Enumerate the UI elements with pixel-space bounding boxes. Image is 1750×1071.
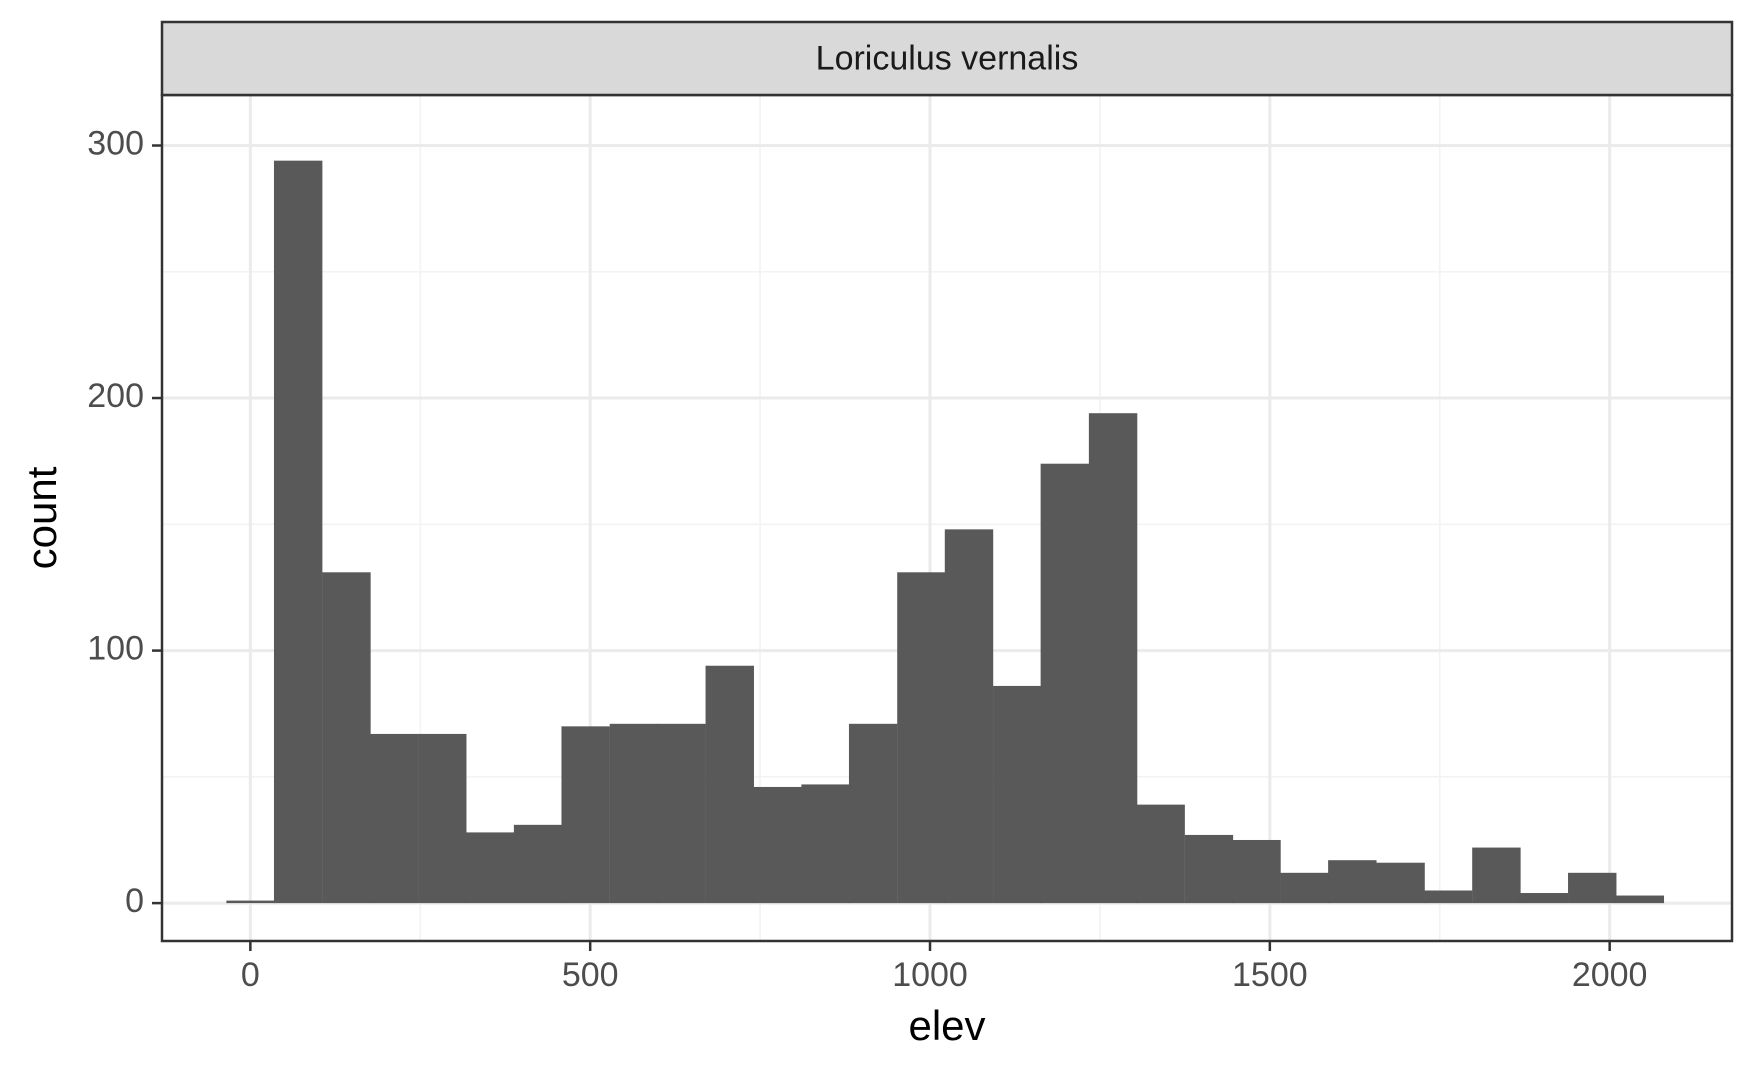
histogram-bars (226, 160, 1665, 904)
facet-strip-background (160, 20, 1734, 97)
y-tick-label: 200 (87, 377, 144, 415)
histogram-bar (753, 786, 802, 904)
histogram-bar (848, 723, 898, 904)
x-axis-title: elev (908, 1002, 985, 1049)
histogram-bar (369, 733, 419, 904)
histogram-bar (944, 529, 994, 904)
histogram-bar (1568, 872, 1617, 904)
y-axis-title: count (18, 466, 65, 569)
histogram-bar (1280, 872, 1329, 904)
histogram-bar (1184, 834, 1234, 904)
histogram-bar (1136, 804, 1185, 904)
histogram-bar (1423, 890, 1473, 904)
histogram-bar (465, 832, 515, 904)
histogram-bar (1328, 860, 1377, 904)
histogram-bar (897, 572, 946, 904)
x-tick-label: 2000 (1572, 956, 1648, 994)
x-tick-label: 1000 (892, 956, 968, 994)
y-tick-label: 0 (125, 882, 144, 920)
axes: 0 500 1000 1500 2000 0 100 200 300 (87, 124, 1647, 994)
x-tick-label: 500 (562, 956, 619, 994)
histogram-bar (609, 723, 659, 904)
x-tick-label: 1500 (1232, 956, 1308, 994)
histogram-bar (561, 726, 610, 904)
y-tick-label: 300 (87, 124, 144, 162)
histogram-bar (226, 900, 275, 904)
facet-label: Loriculus vernalis (816, 39, 1079, 77)
facet-strip: Loriculus vernalis (160, 20, 1734, 97)
histogram-bar (322, 572, 371, 904)
histogram-bar (273, 160, 323, 904)
histogram-bar (418, 733, 467, 904)
histogram-bar (1040, 463, 1090, 904)
histogram-bar (993, 685, 1042, 904)
histogram-bar (513, 824, 563, 904)
histogram-bar (1615, 895, 1665, 904)
y-tick-label: 100 (87, 630, 144, 668)
histogram-bar (1232, 839, 1281, 904)
histogram-bar (657, 723, 706, 904)
histogram-bar (705, 665, 754, 904)
histogram-bar (1472, 847, 1521, 904)
x-tick-label: 0 (241, 956, 260, 994)
histogram-bar (1376, 862, 1425, 904)
histogram-bar (1088, 413, 1138, 904)
histogram-bar (1519, 893, 1569, 904)
histogram-bar (801, 784, 850, 904)
